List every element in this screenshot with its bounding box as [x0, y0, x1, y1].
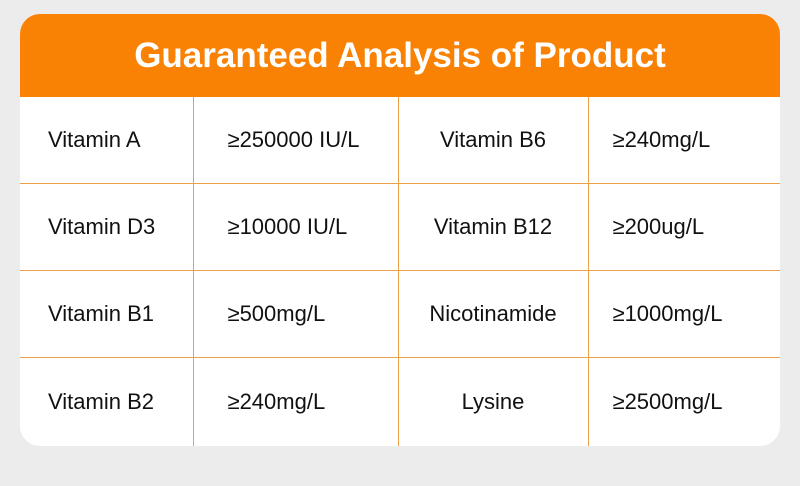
nutrient-name: Vitamin B2: [20, 357, 194, 446]
nutrient-name: Nicotinamide: [397, 270, 589, 358]
nutrient-value: ≥240mg/L: [587, 97, 780, 184]
table-row: Vitamin B2 ≥240mg/L Lysine ≥2500mg/L: [20, 357, 780, 446]
nutrient-value: ≥1000mg/L: [587, 270, 780, 358]
table-row: Vitamin A ≥250000 IU/L Vitamin B6 ≥240mg/L: [20, 97, 780, 184]
analysis-table: Vitamin A ≥250000 IU/L Vitamin B6 ≥240mg/L V…: [20, 97, 780, 446]
nutrient-value: ≥500mg/L: [192, 270, 399, 358]
nutrient-value: ≥10000 IU/L: [192, 183, 399, 271]
nutrient-value: ≥200ug/L: [587, 183, 780, 271]
nutrient-name: Vitamin B12: [397, 183, 589, 271]
table-row: Vitamin B1 ≥500mg/L Nicotinamide ≥1000mg/L: [20, 270, 780, 358]
nutrient-name: Vitamin B6: [397, 97, 589, 184]
nutrient-value: ≥240mg/L: [192, 357, 399, 446]
table-title: Guaranteed Analysis of Product: [20, 14, 780, 97]
analysis-card: Guaranteed Analysis of Product Vitamin A…: [20, 14, 780, 446]
nutrient-name: Vitamin A: [20, 97, 194, 184]
nutrient-name: Lysine: [397, 357, 589, 446]
table-row: Vitamin D3 ≥10000 IU/L Vitamin B12 ≥200ug/L: [20, 183, 780, 271]
nutrient-name: Vitamin B1: [20, 270, 194, 358]
nutrient-name: Vitamin D3: [20, 183, 194, 271]
nutrient-value: ≥250000 IU/L: [192, 97, 399, 184]
nutrient-value: ≥2500mg/L: [587, 357, 780, 446]
